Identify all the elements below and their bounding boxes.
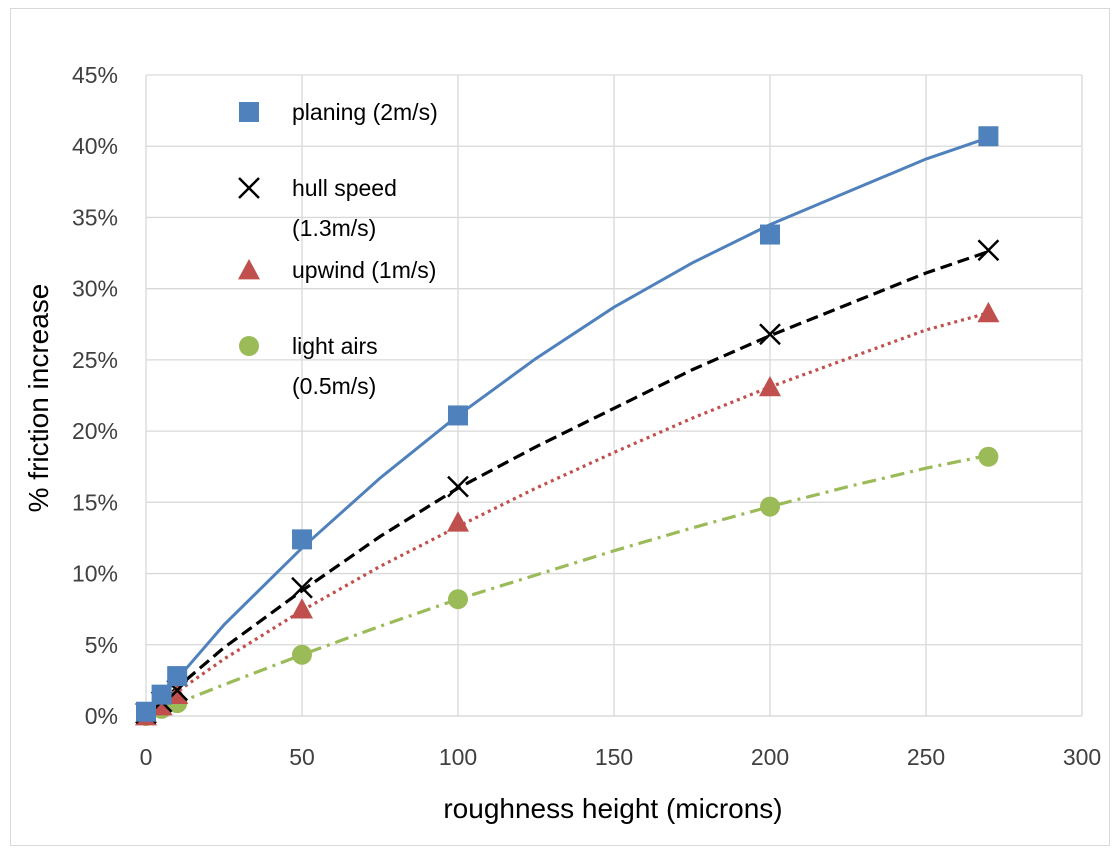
- data-point: [291, 598, 313, 619]
- data-point: [447, 511, 469, 532]
- trendline: [144, 136, 989, 717]
- data-point: [760, 496, 780, 517]
- x-tick-label: 300: [1063, 744, 1101, 770]
- data-point: [292, 529, 312, 550]
- data-point: [978, 126, 999, 147]
- data-point: [167, 666, 188, 687]
- legend-marker: [239, 336, 259, 356]
- data-point: [291, 576, 313, 599]
- x-axis-title: roughness height (microns): [443, 793, 782, 824]
- data-point: [136, 701, 156, 722]
- data-point: [977, 239, 1000, 262]
- y-tick-labels: 0% 5% 10% 15% 20% 25% 30% 35% 40% 45%: [72, 62, 118, 729]
- y-tick-label: 5%: [85, 632, 118, 658]
- legend-marker: [238, 259, 260, 280]
- legend-marker: [238, 177, 260, 199]
- chart-frame: [10, 8, 1110, 846]
- y-tick-label: 25%: [72, 347, 118, 373]
- x-tick-label: 250: [907, 744, 945, 770]
- y-tick-label: 20%: [72, 418, 118, 444]
- y-tick-label: 40%: [72, 133, 118, 159]
- x-marker-stroke: [977, 239, 1000, 262]
- data-point: [166, 683, 189, 704]
- legend-label: hull speed: [292, 175, 397, 201]
- data-points: [135, 126, 1000, 726]
- y-tick-label: 10%: [72, 561, 118, 587]
- data-point: [151, 684, 172, 705]
- trendline: [144, 250, 989, 718]
- trendline: [145, 311, 989, 718]
- data-point: [447, 475, 469, 498]
- gridlines: [145, 74, 1083, 717]
- legend-label: (1.3m/s): [292, 215, 376, 241]
- data-point: [759, 323, 781, 346]
- legend-label: light airs: [292, 333, 378, 359]
- x-marker-stroke: [291, 576, 313, 599]
- trendlines: [144, 136, 989, 718]
- x-marker-stroke: [238, 177, 260, 199]
- legend-label: (0.5m/s): [292, 373, 376, 399]
- x-marker-stroke: [447, 475, 469, 498]
- x-marker-stroke: [759, 323, 781, 346]
- legend: planing (2m/s) hull speed (1.3m/s) upwind (…: [238, 99, 438, 399]
- y-axis-title: % friction increase: [23, 284, 54, 513]
- y-tick-label: 45%: [72, 62, 118, 88]
- y-tick-label: 0%: [85, 703, 118, 729]
- data-point: [760, 224, 780, 245]
- legend-marker: [239, 102, 259, 122]
- data-point: [977, 301, 1000, 323]
- x-tick-label: 50: [289, 744, 315, 770]
- data-point: [759, 375, 781, 397]
- data-point: [448, 589, 468, 610]
- data-point: [292, 644, 312, 665]
- data-point: [978, 446, 999, 467]
- y-tick-label: 15%: [72, 489, 118, 515]
- x-tick-label: 200: [751, 744, 789, 770]
- x-tick-label: 150: [595, 744, 633, 770]
- data-point: [150, 695, 173, 716]
- y-tick-label: 35%: [72, 204, 118, 230]
- x-tick-labels: 0 50 100 150 200 250 300: [140, 744, 1102, 770]
- data-point: [448, 405, 468, 426]
- legend-label: upwind (1m/s): [292, 257, 436, 283]
- legend-label: planing (2m/s): [292, 99, 438, 125]
- y-tick-label: 30%: [72, 276, 118, 302]
- x-tick-label: 100: [439, 744, 477, 770]
- trendline: [145, 453, 989, 718]
- x-tick-label: 0: [140, 744, 153, 770]
